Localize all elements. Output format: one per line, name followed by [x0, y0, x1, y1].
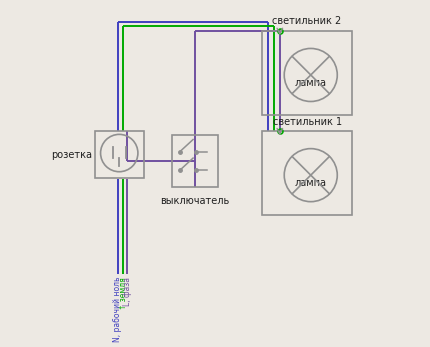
Text: лампа: лампа — [295, 178, 327, 188]
Text: розетка: розетка — [51, 150, 92, 160]
Bar — [95, 131, 144, 178]
Bar — [262, 131, 352, 215]
Text: ↑ земля: ↑ земля — [119, 277, 128, 310]
Text: выключатель: выключатель — [160, 196, 230, 206]
Bar — [172, 135, 218, 187]
Text: лампа: лампа — [295, 78, 327, 88]
Text: L, фаза: L, фаза — [123, 277, 132, 306]
Text: светильник 2: светильник 2 — [273, 16, 342, 26]
Text: светильник 1: светильник 1 — [273, 117, 342, 127]
Bar — [262, 31, 352, 115]
Text: N, рабочий ноль: N, рабочий ноль — [113, 277, 122, 342]
